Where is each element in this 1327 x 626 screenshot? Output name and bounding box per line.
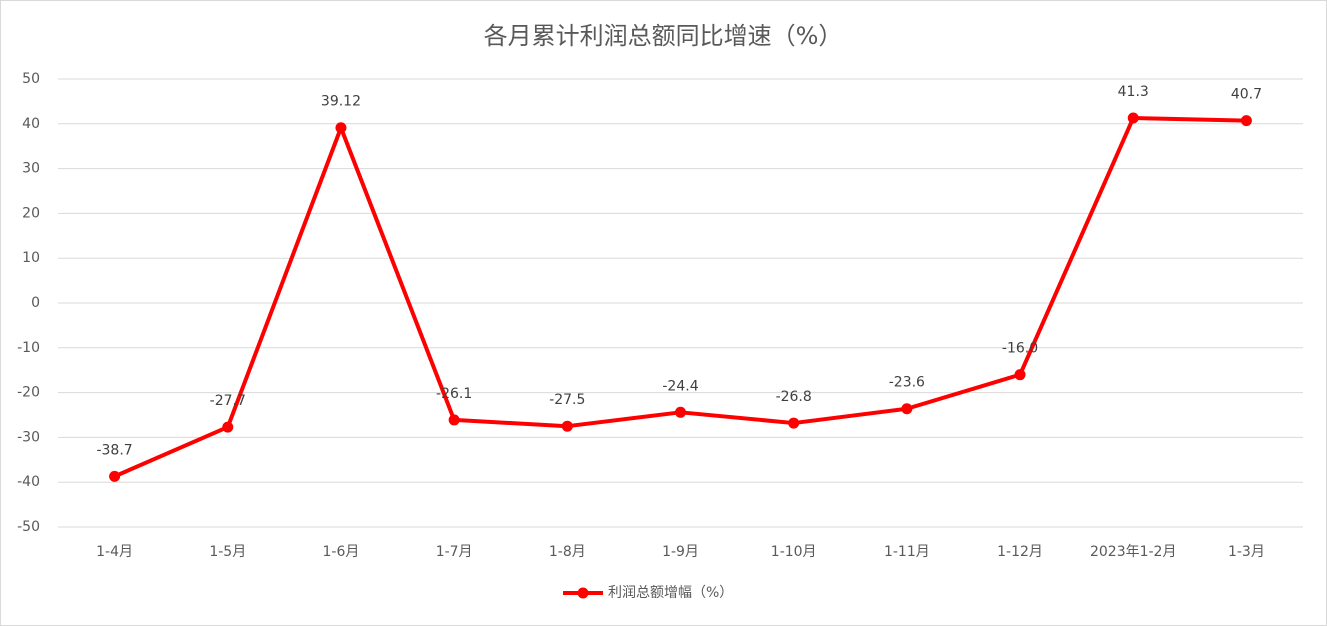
- data-label: -27.5: [549, 392, 585, 408]
- data-label: -26.1: [436, 386, 472, 402]
- x-tick-label: 1-11月: [884, 544, 930, 560]
- x-tick-label: 1-12月: [997, 544, 1043, 560]
- data-point: [109, 470, 121, 482]
- data-label: -16.0: [1002, 341, 1038, 357]
- x-tick-label: 1-4月: [96, 544, 133, 560]
- data-label: 39.12: [321, 94, 361, 110]
- data-label: -24.4: [662, 378, 698, 394]
- x-tick-label: 1-7月: [436, 544, 473, 560]
- x-tick-label: 1-8月: [549, 544, 586, 560]
- data-point: [901, 403, 913, 415]
- data-point: [788, 417, 800, 429]
- y-tick-label: -30: [17, 429, 40, 445]
- data-point: [675, 406, 686, 418]
- chart-title: 各月累计利润总额同比增速（%）: [484, 22, 843, 50]
- data-label: 40.7: [1231, 87, 1262, 103]
- x-tick-label: 1-9月: [662, 544, 699, 560]
- y-tick-label: -20: [17, 385, 40, 401]
- y-tick-label: -10: [17, 340, 40, 356]
- data-point: [448, 414, 460, 426]
- y-tick-label: 40: [22, 116, 40, 132]
- x-tick-label: 1-6月: [323, 544, 360, 560]
- data-label: -38.7: [96, 442, 132, 458]
- x-tick-label: 1-10月: [771, 544, 817, 560]
- y-tick-label: 20: [22, 205, 40, 221]
- data-label: -27.7: [210, 393, 246, 409]
- y-tick-label: 0: [31, 295, 40, 311]
- legend-label: 利润总额增幅（%）: [608, 585, 733, 601]
- data-label: -26.8: [776, 389, 812, 405]
- data-point: [1127, 112, 1139, 124]
- y-tick-label: -40: [17, 474, 40, 490]
- y-tick-label: 30: [22, 161, 40, 177]
- x-tick-label: 1-3月: [1228, 544, 1265, 560]
- data-point: [561, 420, 573, 432]
- data-point: [222, 421, 234, 433]
- y-tick-label: -50: [17, 519, 40, 535]
- y-tick-label: 10: [22, 250, 40, 266]
- y-tick-label: 50: [22, 71, 40, 87]
- data-point: [335, 122, 347, 134]
- x-tick-label: 1-5月: [209, 544, 246, 560]
- data-point: [1240, 115, 1252, 127]
- x-tick-label: 2023年1-2月: [1090, 544, 1177, 560]
- data-label: -23.6: [889, 375, 925, 391]
- data-point: [1014, 369, 1026, 381]
- legend-marker: [577, 587, 589, 599]
- data-label: 41.3: [1118, 84, 1149, 100]
